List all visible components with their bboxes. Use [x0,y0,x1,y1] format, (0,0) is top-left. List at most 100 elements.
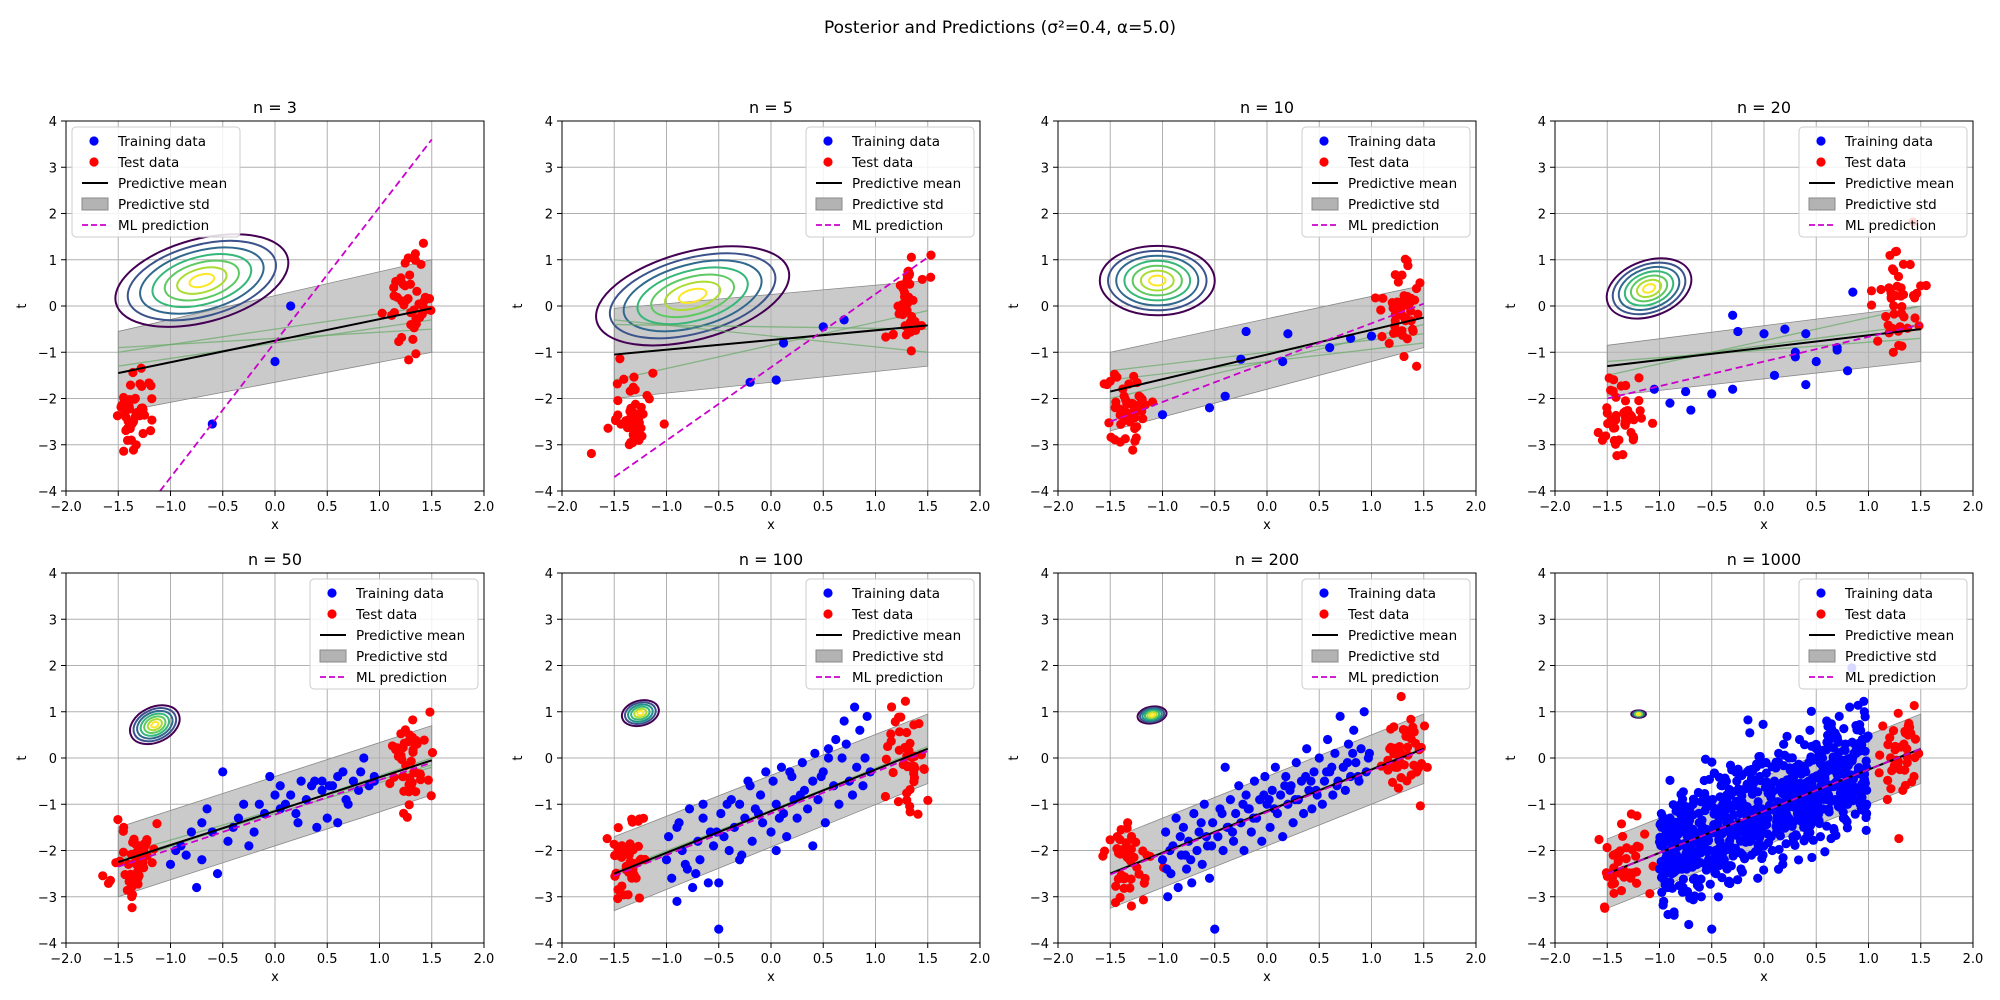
training-point [1680,856,1690,867]
test-point [888,329,898,339]
test-point [629,372,639,382]
training-point [1267,785,1277,795]
training-point [1808,798,1818,808]
training-point [1668,800,1678,810]
training-point [1714,835,1724,846]
training-point [1820,847,1830,857]
training-point [1834,711,1844,721]
test-point [1896,308,1907,319]
test-point [1119,391,1129,401]
x-tick-label: 1.0 [1361,952,1382,967]
training-point [186,827,196,837]
y-tick-label: 2 [1538,660,1546,675]
test-point [1402,334,1412,344]
legend-marker-test [823,609,833,619]
test-point [1120,434,1130,444]
test-point [1599,902,1610,912]
training-point [354,785,364,795]
y-axis-label: t [1504,303,1519,308]
training-point [1828,755,1838,766]
y-axis-label: t [511,303,526,308]
training-point [317,776,327,786]
posterior-contour [163,259,240,302]
test-point [133,879,143,889]
test-point [1614,435,1624,445]
x-axis-label: x [1760,518,1768,533]
training-point [1796,769,1806,779]
test-point [1140,873,1150,884]
training-point [714,878,724,888]
x-tick-label: 1.5 [1413,952,1434,967]
training-point [1319,776,1330,786]
y-axis-label: t [1007,303,1022,308]
legend-label: Training data [1844,586,1933,602]
plot-area [98,704,438,913]
training-point [1845,702,1855,712]
y-axis-label: t [15,303,30,308]
legend-marker-std [1808,649,1836,663]
test-point [408,715,418,725]
legend-marker-training [1319,588,1329,598]
training-point [1210,924,1220,934]
subplot-6: −2.0 −1.5 −1.0 −0.5 0.0 0.5 1.0 1.5 2.0 −4 −3 −2 −1 0… [511,550,990,985]
training-point [735,799,745,809]
training-point [716,808,726,819]
test-point [1910,752,1920,763]
test-point [1129,371,1139,381]
training-point [165,859,176,869]
posterior-contour [620,699,660,728]
posterior-contour [595,245,791,347]
x-tick-label: 2.0 [474,500,495,515]
training-point [1848,287,1858,297]
test-point [644,394,654,404]
test-point [152,819,162,829]
test-point [1891,246,1902,256]
x-tick-label: −1.5 [1591,952,1623,967]
y-tick-label: 4 [1538,567,1546,582]
test-point [906,252,916,262]
legend-label: Test data [355,607,417,623]
training-point [1780,324,1790,334]
posterior-contour [126,239,277,322]
x-tick-label: 0.5 [1806,952,1827,967]
x-tick-label: −1.0 [651,952,683,967]
training-point [317,785,327,795]
test-point [1899,739,1909,749]
training-point [1687,862,1697,872]
test-point [1135,392,1146,403]
predictive-mean-line [614,324,928,356]
test-point [400,725,410,735]
training-point [1785,763,1795,773]
subplot-title: n = 3 [253,98,297,117]
legend: Training data Test data Predictive mean Pre… [309,578,479,690]
x-tick-label: −2.0 [1042,952,1074,967]
training-point [1782,731,1792,742]
training-point [698,813,708,823]
test-point [1615,868,1625,878]
training-point [1728,384,1738,394]
x-tick-label: −2.0 [50,500,82,515]
training-point [1751,762,1761,772]
test-point [1131,433,1141,443]
training-point [197,855,207,865]
training-point [1716,780,1726,791]
test-point [926,250,936,260]
legend-label: Predictive mean [852,176,961,192]
training-point [1717,873,1727,883]
test-point [147,394,157,404]
test-point [914,718,924,729]
subplot-7: −2.0 −1.5 −1.0 −0.5 0.0 0.5 1.0 1.5 2.0 −4 −3 −2 −1 0… [1007,550,1486,985]
test-point [1400,254,1410,264]
y-tick-label: −1 [1527,346,1546,361]
training-point [1826,833,1836,844]
training-point [1862,808,1872,819]
training-point [776,762,787,772]
x-axis-label: x [1263,970,1271,985]
training-point [1709,768,1719,778]
training-point [1757,829,1767,839]
test-point [633,841,644,851]
training-point [1767,845,1777,856]
training-point [239,799,249,809]
y-tick-label: −3 [1527,891,1546,906]
x-tick-label: 1.5 [421,500,442,515]
